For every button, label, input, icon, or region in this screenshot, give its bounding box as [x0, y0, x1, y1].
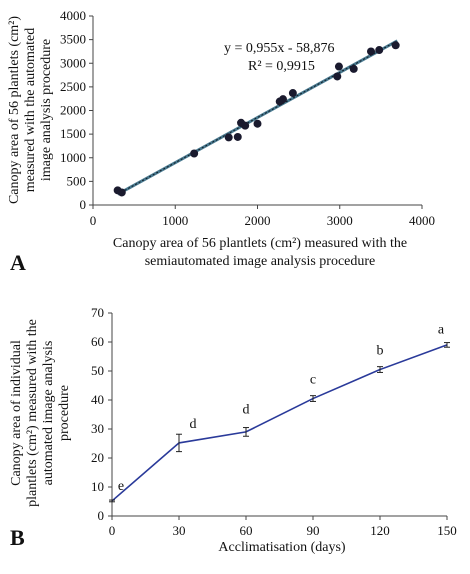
- chart-b-ylabel-line: procedure: [57, 385, 72, 441]
- chart-b-letters: e d d c b a: [118, 323, 445, 494]
- chart-b-xtick-label: 0: [109, 523, 116, 538]
- chart-a-xtick-label: 3000: [327, 213, 353, 228]
- chart-a-r-squared: R² = 0,9915: [248, 59, 315, 74]
- chart-a-ylabel-line: image analysis procedure: [39, 39, 54, 181]
- chart-a-xlabel-line: semiautomated image analysis procedure: [145, 254, 376, 269]
- chart-a-xtick-label: 1000: [162, 213, 188, 228]
- chart-a-point: [253, 119, 262, 128]
- chart-b-series-line: [111, 344, 448, 502]
- chart-a-point: [241, 121, 250, 130]
- chart-a-point: [375, 46, 384, 55]
- chart-a-ytick-label: 0: [80, 197, 87, 212]
- chart-a-ytick-label: 2500: [60, 79, 86, 94]
- chart-a-point: [117, 188, 126, 197]
- chart-a-ylabel-line: measured with the automated: [23, 28, 38, 192]
- chart-b-significance-letter: d: [243, 403, 250, 418]
- chart-b-ytick-label: 60: [91, 334, 104, 349]
- chart-a-point: [224, 133, 233, 142]
- chart-a-point: [288, 89, 297, 98]
- chart-b-significance-letter: b: [377, 344, 384, 359]
- chart-a-ytick-label: 500: [67, 173, 87, 188]
- chart-b-ticks: 0 10 20 30 40 50 60 70 0 30 60 90 120 150: [91, 305, 457, 538]
- chart-a-xtick-label: 2000: [245, 213, 271, 228]
- chart-b-ylabel-line: automated image analysis: [41, 341, 56, 486]
- chart-b-panel-label: B: [10, 525, 25, 550]
- chart-b-xtick-label: 60: [240, 523, 253, 538]
- chart-b-ytick-label: 40: [91, 392, 104, 407]
- chart-a-panel-label: A: [10, 250, 26, 275]
- chart-a-ytick-label: 3000: [60, 55, 86, 70]
- chart-b-line-group: [111, 344, 448, 502]
- chart-a-xtick-label: 4000: [409, 213, 435, 228]
- chart-a-ytick-label: 4000: [60, 8, 86, 23]
- chart-a-point: [190, 149, 199, 158]
- chart-b-significance-letter: c: [310, 373, 316, 388]
- chart-b-xtick-label: 120: [370, 523, 390, 538]
- chart-a-point: [278, 95, 287, 104]
- chart-b-significance-letter: e: [118, 479, 124, 494]
- chart-a-xlabel-line: Canopy area of 56 plantlets (cm²) measur…: [113, 236, 407, 251]
- chart-a-ytick-label: 3500: [60, 32, 86, 47]
- chart-a-ytick-label: 1000: [60, 150, 86, 165]
- chart-b-ytick-label: 0: [98, 508, 105, 523]
- chart-b-error-bars: [109, 342, 450, 503]
- chart-b: e d d c b a 0 10 20 30 40 50 60 70 0 30 60 90 120 150 Cano…: [9, 305, 457, 555]
- chart-b-ytick-label: 30: [91, 421, 104, 436]
- chart-a-point: [367, 47, 376, 56]
- chart-b-ytick-label: 70: [91, 305, 104, 320]
- chart-b-ylabel-line: plantlets (cm²) measured with the: [25, 319, 40, 507]
- chart-a-point: [391, 41, 400, 50]
- chart-a-point: [349, 64, 358, 73]
- chart-b-ytick-label: 20: [91, 450, 104, 465]
- chart-b-significance-letter: a: [438, 323, 445, 338]
- chart-b-axes: [111, 313, 447, 517]
- chart-a-point: [334, 62, 343, 71]
- chart-b-ylabel-line: Canopy area of individual: [9, 340, 24, 486]
- chart-a-point: [333, 72, 342, 81]
- chart-a: 0 500 1000 1500 2000 2500 3000 3500 4000 0 1000 200…: [7, 8, 435, 275]
- chart-b-xlabel: Acclimatisation (days): [218, 540, 345, 555]
- chart-b-ytick-label: 50: [91, 363, 104, 378]
- chart-b-xtick-label: 30: [173, 523, 186, 538]
- chart-b-significance-letter: d: [190, 417, 197, 432]
- chart-a-ticks: 0 500 1000 1500 2000 2500 3000 3500 4000 0 1000 200…: [60, 8, 435, 228]
- chart-a-ylabel: Canopy area of 56 plantlets (cm²) measure…: [7, 16, 54, 204]
- chart-a-ytick-label: 2000: [60, 103, 86, 118]
- chart-a-ytick-label: 1500: [60, 126, 86, 141]
- chart-b-ytick-label: 10: [91, 479, 104, 494]
- chart-a-ylabel-line: Canopy area of 56 plantlets (cm²): [7, 16, 22, 204]
- chart-b-xtick-label: 90: [307, 523, 320, 538]
- chart-a-equation: y = 0,955x - 58,876: [224, 41, 335, 56]
- chart-a-xlabel: Canopy area of 56 plantlets (cm²) measur…: [113, 236, 407, 269]
- chart-a-points: [113, 41, 400, 197]
- chart-a-xtick-label: 0: [90, 213, 97, 228]
- chart-b-xtick-label: 150: [437, 523, 457, 538]
- chart-a-point: [233, 132, 242, 141]
- chart-b-ylabel: Canopy area of individual plantlets (cm²)…: [9, 319, 72, 507]
